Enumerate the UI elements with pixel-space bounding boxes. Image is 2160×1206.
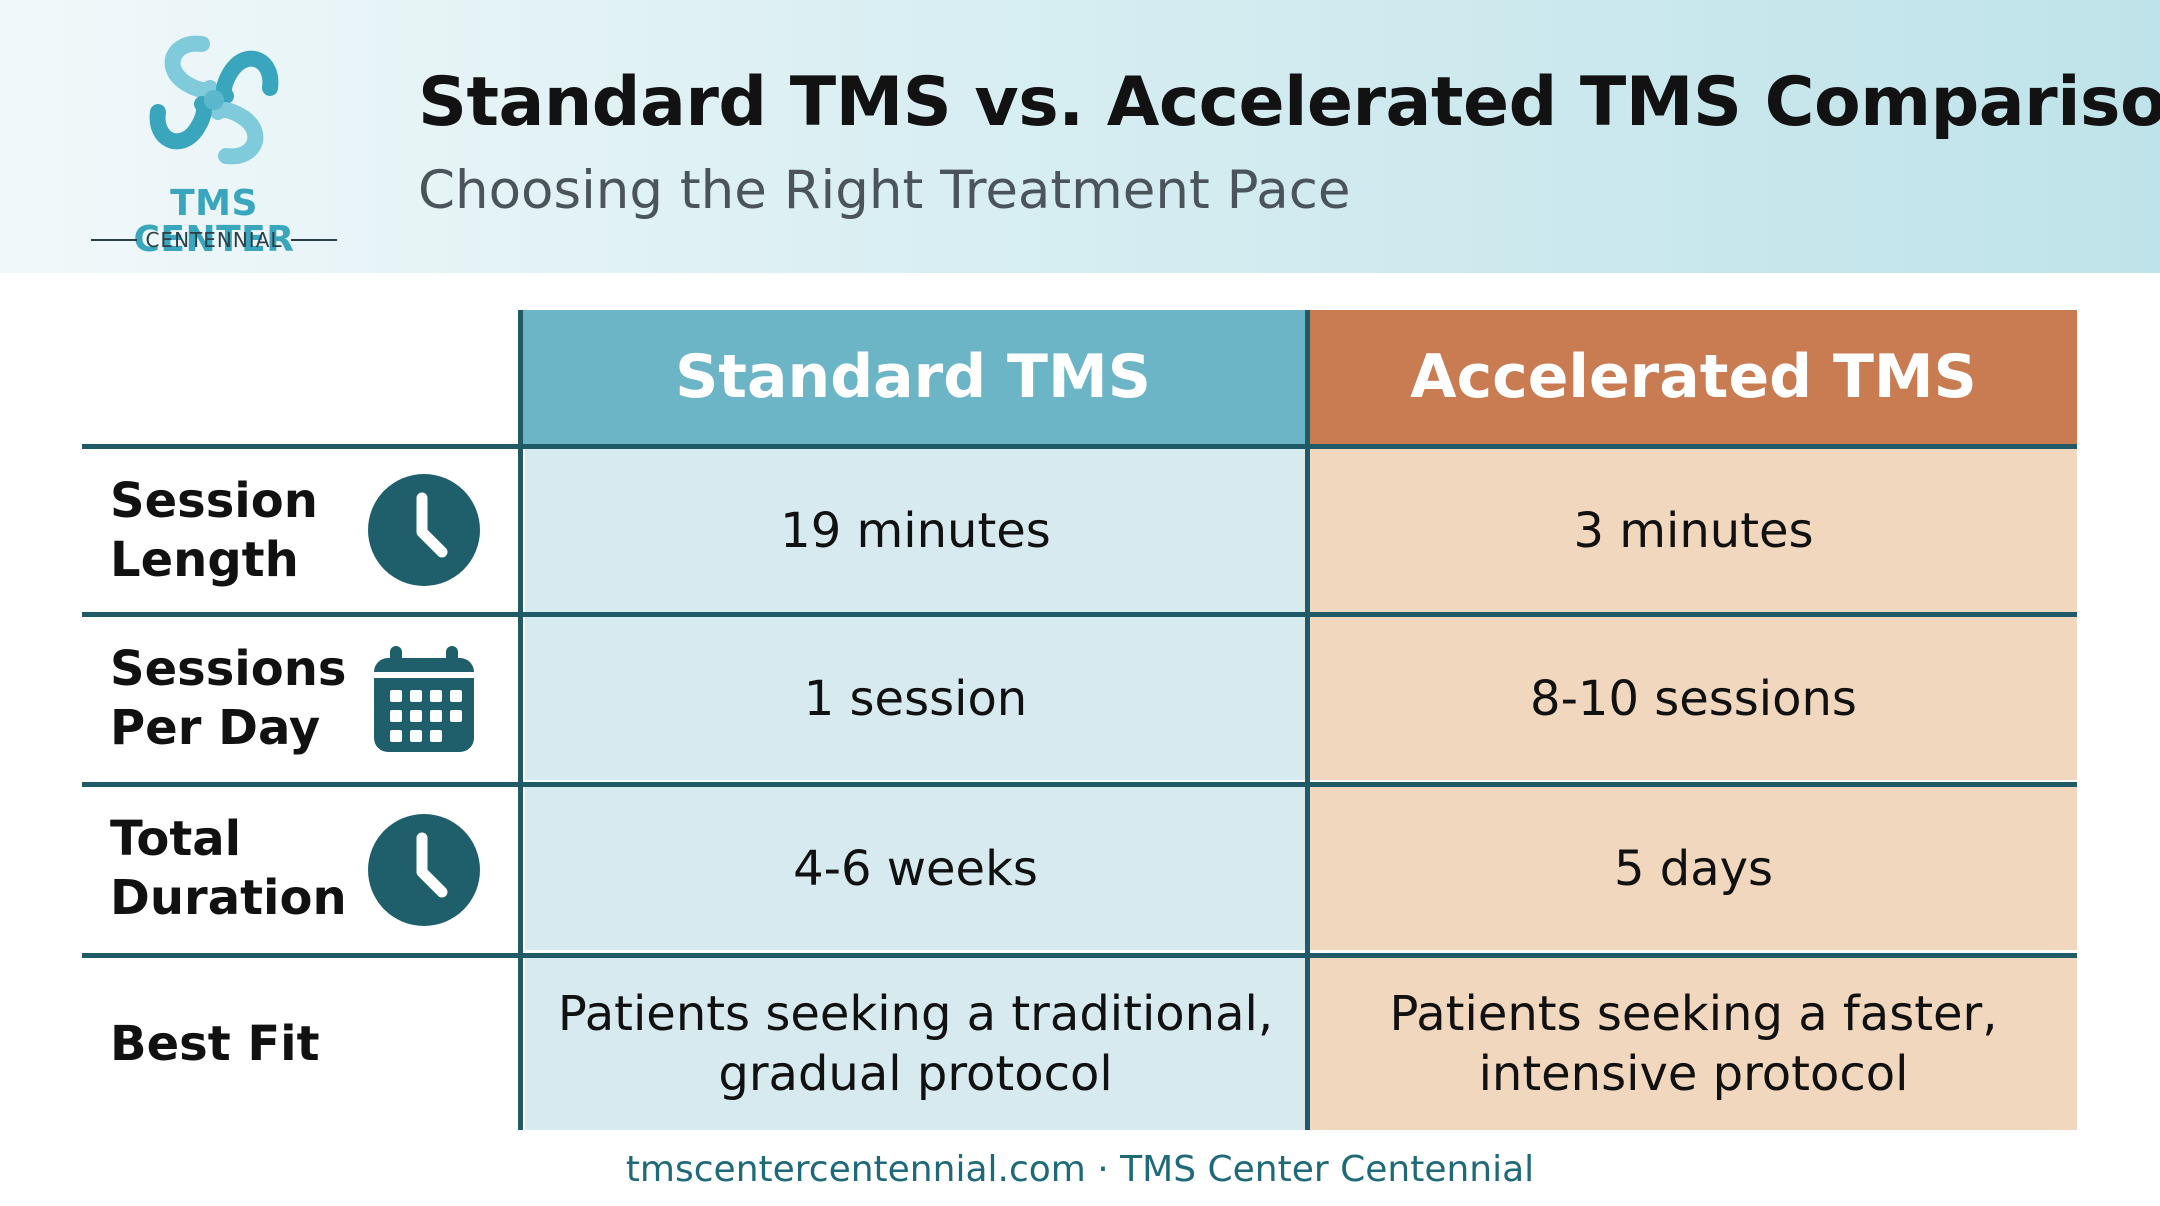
logo-rule-right — [290, 239, 337, 241]
row-divider — [82, 612, 2077, 617]
logo: TMS CENTER CENTENNIAL — [84, 30, 344, 258]
row-label-total-duration: Total Duration — [110, 787, 347, 950]
cell-text: 1 session — [803, 670, 1028, 727]
cell-standard-session-length: 19 minutes — [525, 449, 1306, 612]
row-label-session-length: Session Length — [110, 449, 318, 612]
cell-standard-best-fit: Patients seeking a traditional, gradual … — [525, 958, 1306, 1130]
row-label-text: Sessions Per Day — [110, 640, 347, 756]
cell-accelerated-session-length: 3 minutes — [1310, 449, 2077, 612]
row-label-text: Total Duration — [110, 810, 347, 926]
cell-accelerated-sessions-per-day: 8-10 sessions — [1310, 617, 2077, 780]
cell-text: 3 minutes — [1573, 502, 1814, 559]
row-label-best-fit: Best Fit — [110, 958, 320, 1130]
logo-name: TMS CENTER — [133, 183, 295, 260]
clock-icon — [368, 814, 480, 926]
column-divider — [518, 310, 523, 1130]
row-label-text: Best Fit — [110, 1015, 320, 1072]
header-banner: TMS CENTER CENTENNIAL Standard TMS vs. A… — [0, 0, 2160, 273]
calendar-icon — [374, 646, 474, 752]
column-header-accelerated: Accelerated TMS — [1310, 310, 2077, 444]
cell-accelerated-total-duration: 5 days — [1310, 787, 2077, 950]
page-title: Standard TMS vs. Accelerated TMS Compari… — [418, 63, 2160, 142]
cell-text: 8-10 sessions — [1530, 670, 1857, 727]
clock-icon — [368, 474, 480, 586]
row-divider — [82, 953, 2077, 958]
footer-credit: tmscentercentennial.com · TMS Center Cen… — [625, 1149, 1535, 1190]
column-header-standard: Standard TMS — [520, 310, 1306, 444]
cell-text: 4-6 weeks — [793, 840, 1038, 897]
logo-rule-left — [91, 239, 138, 241]
cell-text: Patients seeking a traditional, gradual … — [557, 986, 1274, 1102]
cell-text: 19 minutes — [780, 502, 1051, 559]
column-divider — [1305, 310, 1310, 1130]
row-divider — [82, 444, 2077, 449]
row-label-text: Session Length — [110, 472, 318, 588]
page-subtitle: Choosing the Right Treatment Pace — [418, 160, 1351, 221]
logo-subtitle: CENTENNIAL — [145, 228, 283, 252]
cell-text: Patients seeking a faster, intensive pro… — [1389, 986, 1998, 1102]
cell-standard-sessions-per-day: 1 session — [525, 617, 1306, 780]
cell-text: 5 days — [1613, 840, 1774, 897]
row-divider — [82, 782, 2077, 787]
cell-accelerated-best-fit: Patients seeking a faster, intensive pro… — [1310, 958, 2077, 1130]
row-label-sessions-per-day: Sessions Per Day — [110, 617, 346, 780]
cell-standard-total-duration: 4-6 weeks — [525, 787, 1306, 950]
logo-mark-icon — [149, 35, 279, 165]
logo-subtitle-row: CENTENNIAL — [84, 228, 344, 252]
